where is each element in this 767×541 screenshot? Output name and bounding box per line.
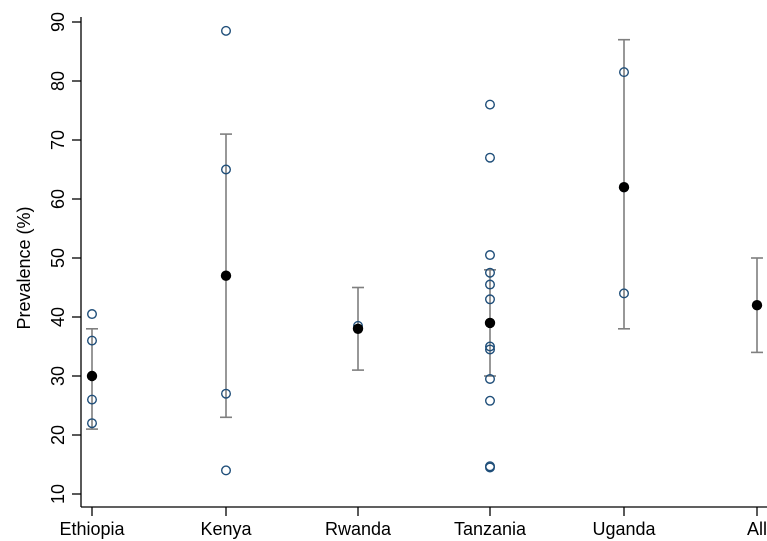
pooled-point <box>484 317 496 329</box>
x-tick-label: Rwanda <box>325 519 392 539</box>
study-point <box>485 267 496 278</box>
y-tick-label: 50 <box>48 248 68 268</box>
study-point <box>485 99 496 110</box>
study-point <box>485 279 496 290</box>
y-axis-title: Prevalence (%) <box>14 206 34 329</box>
study-point <box>220 164 231 175</box>
study-point <box>86 418 97 429</box>
y-tick-label: 70 <box>48 130 68 150</box>
y-tick-label: 60 <box>48 189 68 209</box>
study-point <box>485 373 496 384</box>
pooled-point <box>352 323 364 334</box>
pooled-point <box>618 182 630 193</box>
study-point <box>619 67 630 78</box>
y-ticks: 10 20 30 40 50 60 70 80 90 <box>48 12 81 504</box>
study-point <box>86 335 97 346</box>
study-point <box>485 294 496 305</box>
study-point <box>86 309 97 320</box>
study-point <box>220 465 231 476</box>
study-point <box>485 341 496 352</box>
y-tick-label: 80 <box>48 71 68 91</box>
study-point <box>485 250 496 261</box>
y-tick-label: 30 <box>48 366 68 386</box>
x-tick-label: All <box>747 519 767 539</box>
study-point <box>619 288 630 299</box>
y-tick-label: 10 <box>48 484 68 504</box>
x-tick-label: Ethiopia <box>59 519 125 539</box>
x-tick-label: Uganda <box>592 519 656 539</box>
axes: 10 20 30 40 50 60 70 80 90 Ethiopia Kenya Rwanda Ta… <box>48 12 767 539</box>
x-tick-label: Kenya <box>200 519 252 539</box>
pooled-point <box>220 270 232 281</box>
study-point <box>220 25 231 36</box>
pooled-point <box>86 370 98 382</box>
y-tick-label: 20 <box>48 425 68 445</box>
study-point <box>86 394 97 405</box>
study-point <box>485 152 496 163</box>
x-tick-label: Tanzania <box>454 519 527 539</box>
study-point <box>485 462 496 473</box>
study-point <box>485 395 496 406</box>
pooled-point <box>751 300 763 311</box>
plot-area <box>86 25 763 476</box>
y-tick-label: 90 <box>48 12 68 32</box>
study-point <box>485 344 496 355</box>
y-tick-label: 40 <box>48 307 68 327</box>
study-point <box>220 388 231 399</box>
x-ticks: Ethiopia Kenya Rwanda Tanzania Uganda All <box>59 507 767 539</box>
